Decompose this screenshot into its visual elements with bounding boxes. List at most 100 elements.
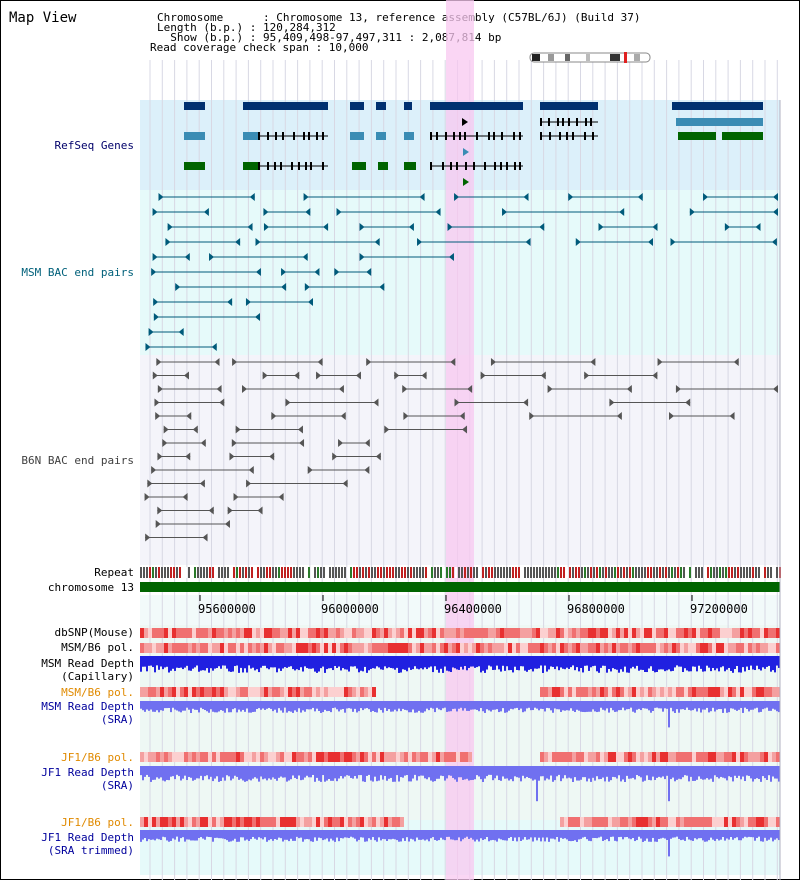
read-depth-bar xyxy=(708,701,710,713)
repeat-element xyxy=(347,567,349,578)
polymorphism-cell xyxy=(356,817,360,827)
polymorphism-cell xyxy=(720,817,724,827)
read-depth-bar xyxy=(232,766,234,779)
read-depth-bar xyxy=(586,830,588,840)
polymorphism-cell xyxy=(292,752,296,762)
polymorphism-cell xyxy=(416,643,420,653)
polymorphism-cell xyxy=(656,628,660,638)
track-label-jf1-depth-trim[interactable]: JF1 Read Depth xyxy=(41,831,134,844)
read-depth-bar xyxy=(242,656,244,673)
read-depth-bar xyxy=(598,830,600,838)
polymorphism-cell xyxy=(396,643,400,653)
track-label-msm-depth-sra[interactable]: MSM Read Depth xyxy=(41,700,134,713)
read-depth-bar xyxy=(264,701,266,710)
read-depth-bar xyxy=(570,766,572,779)
read-depth-bar xyxy=(468,766,470,781)
track-label-chromosome[interactable]: chromosome 13 xyxy=(47,581,134,594)
read-depth-bar xyxy=(630,656,632,669)
track-label-msm-depth-cap[interactable]: MSM Read Depth xyxy=(41,657,134,670)
polymorphism-cell xyxy=(280,687,284,697)
read-depth-bar xyxy=(288,830,290,842)
track-label-msm-depth-sra-sub: (SRA) xyxy=(100,713,134,726)
repeat-element xyxy=(530,567,532,578)
read-depth-bar xyxy=(234,830,236,839)
track-label-msm-bac[interactable]: MSM BAC end pairs xyxy=(21,266,134,279)
track-label-b6n-bac[interactable]: B6N BAC end pairs xyxy=(21,454,134,467)
read-depth-bar xyxy=(408,766,410,782)
read-depth-bar xyxy=(456,656,458,670)
read-depth-bar xyxy=(462,701,464,711)
b6n-bac-pair-end xyxy=(208,506,214,515)
read-depth-bar xyxy=(142,766,144,781)
repeat-element xyxy=(431,567,433,578)
polymorphism-cell xyxy=(672,628,676,638)
track-label-jf1-depth[interactable]: JF1 Read Depth xyxy=(41,766,134,779)
polymorphism-cell xyxy=(564,643,568,653)
read-depth-bar xyxy=(518,656,520,671)
read-depth-bar xyxy=(638,830,640,837)
polymorphism-cell xyxy=(660,628,664,638)
polymorphism-cell xyxy=(312,643,316,653)
read-depth-bar xyxy=(526,656,528,672)
gene-exon xyxy=(352,162,366,170)
track-label-jf1-b6-pol[interactable]: JF1/B6 pol. xyxy=(61,751,134,764)
track-label-refseq-genes[interactable]: RefSeq Genes xyxy=(54,139,134,152)
repeat-element xyxy=(473,567,475,578)
polymorphism-cell xyxy=(692,817,696,827)
read-depth-bar xyxy=(598,766,600,780)
read-depth-bar xyxy=(730,766,732,778)
track-label-repeat[interactable]: Repeat xyxy=(94,566,134,579)
read-depth-bar xyxy=(302,830,304,842)
polymorphism-cell xyxy=(356,687,360,697)
gene-exon xyxy=(557,118,559,126)
read-depth-bar xyxy=(150,830,152,840)
track-label-msm-b6-pol-sra[interactable]: MSM/B6 pol. xyxy=(61,686,134,699)
read-depth-bar xyxy=(320,766,322,782)
polymorphism-cell xyxy=(336,628,340,638)
polymorphism-cell xyxy=(616,628,620,638)
msm-bac-pair-end xyxy=(637,193,643,201)
track-label-msm-b6-pol[interactable]: MSM/B6 pol. xyxy=(61,641,134,654)
track-label-dbsnp[interactable]: dbSNP(Mouse) xyxy=(54,626,134,639)
repeat-element xyxy=(506,567,508,578)
b6n-bac-pair-end xyxy=(316,371,322,380)
read-depth-bar xyxy=(222,656,224,666)
read-depth-bar xyxy=(650,766,652,781)
polymorphism-cell xyxy=(480,643,484,653)
track-label-jf1-b6-pol-trim[interactable]: JF1/B6 pol. xyxy=(61,816,134,829)
read-depth-bar xyxy=(550,701,552,711)
read-depth-bar xyxy=(756,830,758,838)
read-depth-bar xyxy=(768,701,770,711)
repeat-element xyxy=(389,567,391,578)
read-depth-bar xyxy=(228,656,230,672)
read-depth-bar xyxy=(314,766,316,782)
read-depth-bar xyxy=(168,701,170,709)
read-depth-bar xyxy=(676,830,678,837)
b6n-bac-pair-end xyxy=(338,385,344,393)
read-depth-bar xyxy=(226,701,228,709)
polymorphism-cell xyxy=(664,628,668,638)
read-depth-bar xyxy=(376,830,378,842)
read-depth-bar xyxy=(166,701,168,709)
read-depth-bar xyxy=(774,701,776,710)
read-depth-bar xyxy=(144,656,146,667)
repeat-element xyxy=(599,567,601,578)
read-depth-bar xyxy=(430,830,432,839)
polymorphism-cell xyxy=(444,752,448,762)
read-depth-bar xyxy=(166,830,168,841)
read-depth-bar xyxy=(390,766,392,778)
read-depth-bar xyxy=(760,701,762,712)
read-depth-bar xyxy=(568,766,570,778)
read-depth-bar xyxy=(644,830,646,841)
gene-exon xyxy=(488,132,490,140)
read-depth-bar xyxy=(320,656,322,669)
polymorphism-cell xyxy=(488,628,492,638)
polymorphism-cell xyxy=(620,643,624,653)
read-depth-bar xyxy=(684,830,686,841)
read-depth-bar xyxy=(638,766,640,777)
msm-bac-pair-end xyxy=(184,253,190,261)
read-depth-bar xyxy=(742,766,744,777)
read-depth-bar xyxy=(386,656,388,669)
read-depth-bar xyxy=(482,656,484,671)
